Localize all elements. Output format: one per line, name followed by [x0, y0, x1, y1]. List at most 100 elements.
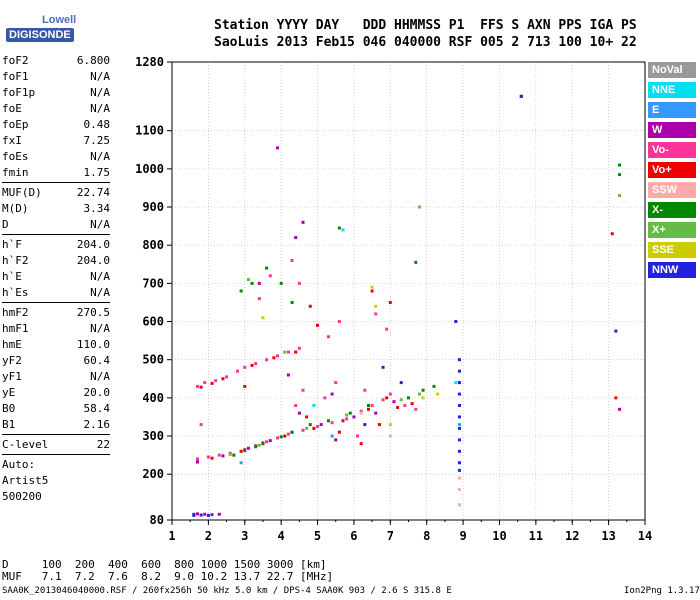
data-point-vo- [210, 381, 214, 385]
data-point-vo- [385, 396, 389, 400]
param-name: h`Es [2, 286, 29, 299]
footer-file-info: SAA0K_2013046040000.RSF / 260fx256h 50 k… [2, 586, 452, 596]
data-point-nnw [457, 381, 461, 385]
data-point-x- [228, 452, 232, 456]
legend-item: X- [648, 202, 696, 218]
param-value: N/A [90, 218, 110, 231]
data-point-nnw [457, 404, 461, 407]
param-value: N/A [90, 150, 110, 163]
param-name: h`E [2, 270, 22, 283]
data-point-vo- [203, 381, 207, 385]
param-row: M(D) 3.34 [2, 201, 110, 217]
param-value: 22.74 [76, 186, 110, 199]
legend-item: W [648, 122, 696, 138]
data-point-e [239, 461, 243, 465]
data-point-x- [421, 388, 425, 392]
panel-separator [2, 182, 110, 183]
legend-item: SSW [648, 182, 696, 198]
data-point-vo- [283, 434, 287, 438]
data-point-vo- [370, 404, 374, 407]
data-point-vo- [210, 456, 214, 460]
param-value: 110.0 [76, 338, 110, 351]
data-point-nnw [363, 423, 367, 427]
x-tick-label: 13 [601, 529, 615, 543]
data-point-e [457, 423, 461, 427]
data-point-vo- [286, 350, 290, 354]
data-point-x- [414, 260, 418, 264]
data-point-x- [254, 445, 258, 449]
param-row: foEs N/A [2, 149, 110, 165]
data-point-x- [366, 404, 370, 407]
legend-item: Vo+ [648, 162, 696, 178]
data-point-vo- [359, 442, 363, 446]
data-point-x- [348, 411, 352, 415]
param-name: h`F [2, 238, 22, 251]
data-point-vo- [225, 375, 229, 379]
param-value: 7.25 [83, 134, 111, 147]
data-point-x- [432, 384, 436, 388]
x-tick-label: 7 [387, 529, 394, 543]
data-point-vo- [254, 362, 258, 366]
param-value: N/A [90, 86, 110, 99]
data-point-vo- [297, 281, 301, 285]
data-point-vo- [243, 365, 247, 369]
data-point-vo- [330, 421, 334, 425]
x-tick-label: 2 [205, 529, 212, 543]
data-point-w [330, 392, 334, 396]
data-point-vo- [610, 232, 614, 236]
data-point-nnw [457, 358, 461, 362]
data-point-vo- [276, 436, 280, 440]
data-point-nnw [399, 381, 403, 385]
data-point-w [286, 373, 290, 377]
data-point-nnw [457, 392, 461, 396]
param-name: hmF2 [2, 306, 29, 319]
param-name: foEs [2, 150, 29, 163]
data-point-x- [417, 392, 421, 396]
data-point-vo- [337, 430, 341, 434]
data-point-x- [290, 430, 294, 434]
data-point-x- [250, 281, 254, 285]
x-tick-label: 11 [529, 529, 543, 543]
data-point-vo- [356, 434, 360, 438]
data-point-e [330, 434, 334, 438]
param-row: yE 20.0 [2, 385, 110, 401]
param-row: B1 2.16 [2, 417, 110, 433]
data-point-x- [308, 423, 312, 427]
data-point-w [374, 411, 378, 415]
header-labels: Station YYYY DAY DDD HHMMSS P1 FFS S AXN… [214, 18, 637, 33]
param-value: 60.4 [83, 354, 111, 367]
footer-distance-row: D 100 200 400 600 800 1000 1500 3000 [km… [2, 558, 327, 571]
param-row: MUF(D) 22.74 [2, 185, 110, 201]
data-point-w [217, 512, 221, 516]
data-point-x- [279, 281, 283, 285]
data-point-w [392, 400, 396, 404]
legend-item: NNW [648, 262, 696, 278]
data-point-nnw [381, 365, 385, 369]
data-point-vo- [217, 453, 221, 457]
x-tick-label: 3 [241, 529, 248, 543]
data-point-vo- [276, 354, 280, 358]
data-point-x- [345, 413, 349, 417]
data-point-vo- [272, 356, 276, 360]
data-point-vo- [396, 405, 400, 409]
data-point-vo- [326, 335, 330, 339]
data-point-vo- [239, 449, 243, 453]
data-point-vo- [312, 426, 316, 430]
data-point-sse [436, 392, 440, 396]
param-row: hmF1 N/A [2, 321, 110, 337]
data-point-x- [243, 449, 247, 453]
data-point-nnw [199, 513, 203, 517]
param-row: yF1 N/A [2, 369, 110, 385]
data-point-nnw [614, 329, 618, 333]
data-point-nnw [457, 449, 461, 453]
data-point-vo- [250, 363, 254, 367]
data-point-nnw [457, 461, 461, 465]
param-row: C-level 22 [2, 437, 110, 453]
data-point-nnw [519, 94, 523, 98]
panel-separator [2, 234, 110, 235]
param-name: foF1p [2, 86, 36, 99]
param-value: N/A [90, 286, 110, 299]
header-values: SaoLuis 2013 Feb15 046 040000 RSF 005 2 … [214, 35, 637, 50]
data-point-w [618, 407, 622, 411]
data-point-nnw [457, 369, 461, 373]
